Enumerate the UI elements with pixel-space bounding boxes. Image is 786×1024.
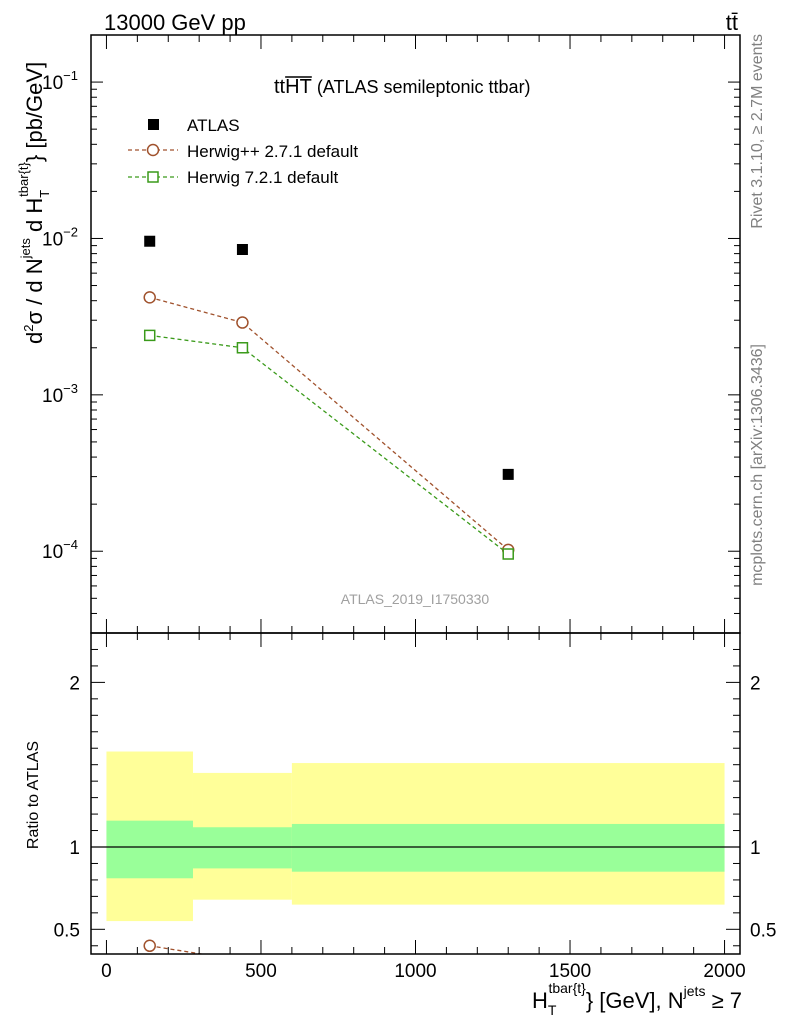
ylabel-part-b: σ / d N xyxy=(22,258,47,324)
ratio-y-tick-label: 0.5 xyxy=(54,920,80,941)
ylabel-sup-c: tbar{t} xyxy=(16,161,31,196)
process-label: tt̄ xyxy=(726,10,738,35)
ylabel-part-c: d H xyxy=(22,198,47,238)
main-y-ticks: 10−410−310−210−1 xyxy=(42,34,740,634)
main-y-tick-base: 10 xyxy=(42,542,63,563)
xlabel-sup-a: tbar{t} xyxy=(548,980,586,996)
plot-title-prefix: tt xyxy=(274,76,286,98)
main-y-tick-label: 10−2 xyxy=(42,224,78,250)
data-point-herwigpp xyxy=(143,291,156,304)
legend-marker-herwig7 xyxy=(147,171,159,183)
ratio-y-tick-label-right: 1 xyxy=(750,838,761,859)
plot-title: ttHT (ATLAS semileptonic ttbar) xyxy=(274,76,531,98)
legend-marker-herwigpp xyxy=(146,143,160,157)
xlabel-part-a: H xyxy=(532,988,548,1013)
rivet-label: Rivet 3.1.10, ≥ 2.7M events xyxy=(749,34,766,229)
x-tick-label: 500 xyxy=(245,961,277,982)
main-plot-content xyxy=(143,235,515,560)
legend-label-herwig7: Herwig 7.2.1 default xyxy=(187,168,338,187)
ylabel-part-a: d xyxy=(22,332,47,344)
ylabel-sup-b: jets xyxy=(18,238,33,260)
plot-title-suffix: (ATLAS semileptonic ttbar) xyxy=(317,77,531,97)
data-point-atlas xyxy=(502,468,514,480)
ratio-y-axis-label: Ratio to ATLAS xyxy=(25,741,42,849)
ratio-y-tick-label: 1 xyxy=(69,838,80,859)
ratio-plot-panel: 0.5 0.5 1 1 2 2 0 500 1000 1500 2000 Ratio to ATL… xyxy=(25,632,776,1018)
xlabel-part-b: } [GeV], N xyxy=(586,988,684,1013)
legend-label-atlas: ATLAS xyxy=(187,116,240,135)
ratio-x-ticks: 0 500 1000 1500 2000 xyxy=(101,633,746,982)
main-y-tick-label: 10−1 xyxy=(42,68,78,94)
legend-item-herwigpp: Herwig++ 2.7.1 default xyxy=(128,142,358,161)
legend-label-herwigpp: Herwig++ 2.7.1 default xyxy=(187,142,358,161)
data-point-herwig7 xyxy=(236,342,249,354)
uncertainty-band-inner xyxy=(192,827,292,869)
main-y-tick-exp: −2 xyxy=(63,224,78,239)
x-axis-label: HTtbar{t}} [GeV], Njets ≥ 7 xyxy=(532,980,742,1018)
data-point-herwigpp xyxy=(236,316,249,329)
x-tick-label: 2000 xyxy=(703,961,745,982)
ratio-y-ticks: 0.5 0.5 1 1 2 2 xyxy=(54,648,776,947)
xlabel-part-c: ≥ 7 xyxy=(705,988,742,1013)
main-y-tick-exp: −3 xyxy=(63,381,78,396)
ylabel-sub-c: T xyxy=(37,190,52,198)
main-plot-panel: 10−410−310−210−1 ttHT (ATLAS semileptoni… xyxy=(16,34,741,634)
legend-item-atlas: ATLAS xyxy=(148,116,240,135)
x-tick-label: 0 xyxy=(101,961,112,982)
legend-marker-atlas xyxy=(148,119,159,130)
xlabel-sup-b: jets xyxy=(683,983,706,999)
data-point-atlas xyxy=(236,243,248,255)
data-point-herwig7 xyxy=(143,329,156,342)
ratio-plot-content xyxy=(91,751,740,954)
main-y-tick-exp: −1 xyxy=(63,68,78,83)
uncertainty-band-inner xyxy=(291,823,725,872)
main-x-ticks xyxy=(105,35,726,633)
ylabel-part-d: } [pb/GeV] xyxy=(22,62,47,162)
ratio-data-point xyxy=(143,939,156,953)
ratio-y-tick-label: 2 xyxy=(69,673,80,694)
main-y-tick-label: 10−3 xyxy=(42,381,78,407)
data-point-atlas xyxy=(144,235,156,247)
energy-label: 13000 GeV pp xyxy=(104,10,246,35)
main-y-tick-exp: −4 xyxy=(63,537,78,552)
main-y-tick-base: 10 xyxy=(42,229,63,250)
series-line-1 xyxy=(149,296,509,551)
main-y-tick-base: 10 xyxy=(42,73,63,94)
x-tick-label: 1000 xyxy=(394,961,436,982)
data-point-herwig7 xyxy=(502,548,514,560)
ratio-series-group xyxy=(143,939,206,954)
x-tick-label: 1500 xyxy=(549,961,591,982)
plot-title-overline: HT xyxy=(285,76,312,98)
mcplots-label: mcplots.cern.ch [arXiv:1306.3436] xyxy=(749,344,766,586)
series-line-2 xyxy=(149,334,509,555)
xlabel-sub-a: T xyxy=(548,1002,557,1018)
main-y-tick-base: 10 xyxy=(42,386,63,407)
main-y-tick-label: 10−4 xyxy=(42,537,78,563)
analysis-watermark: ATLAS_2019_I1750330 xyxy=(341,591,490,607)
main-y-axis-label: d2σ / d Njets d HTtbar{t}} [pb/GeV] xyxy=(16,62,52,344)
uncertainty-band-inner xyxy=(106,820,193,879)
ratio-y-tick-label-right: 0.5 xyxy=(750,920,776,941)
ratio-series-line xyxy=(149,945,206,954)
ratio-y-tick-label-right: 2 xyxy=(750,673,761,694)
ylabel-sup-a: 2 xyxy=(21,325,36,332)
legend: ATLAS Herwig++ 2.7.1 default Herwig 7.2.… xyxy=(128,116,358,187)
legend-item-herwig7: Herwig 7.2.1 default xyxy=(128,168,338,187)
